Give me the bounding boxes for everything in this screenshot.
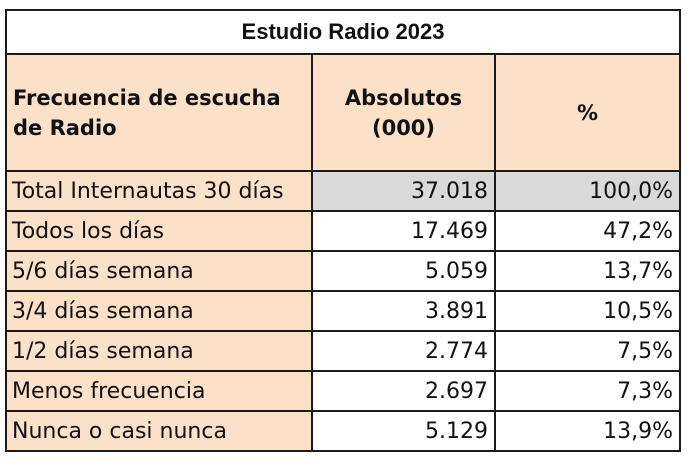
row-label: Todos los días bbox=[5, 210, 313, 252]
row-percent-value: 13,9% bbox=[493, 410, 682, 452]
table-row: Todos los días 17.469 47,2% bbox=[5, 210, 682, 252]
row-absolute-value: 5.059 bbox=[311, 250, 496, 292]
row-percent-value: 7,3% bbox=[493, 370, 682, 412]
row-label: 1/2 días semana bbox=[5, 330, 313, 372]
column-header-absolutes: Absolutos (000) bbox=[311, 53, 496, 172]
row-percent-value: 100,0% bbox=[493, 170, 682, 212]
table-title: Estudio Radio 2023 bbox=[4, 9, 682, 55]
table-row: 1/2 días semana 2.774 7,5% bbox=[5, 330, 682, 372]
radio-study-table: Estudio Radio 2023 Frecuencia de escucha… bbox=[4, 9, 682, 452]
row-label: Menos frecuencia bbox=[5, 370, 313, 412]
table-row: 5/6 días semana 5.059 13,7% bbox=[5, 250, 682, 292]
row-absolute-value: 37.018 bbox=[311, 170, 496, 212]
column-header-frequency: Frecuencia de escucha de Radio bbox=[5, 53, 313, 172]
row-percent-value: 13,7% bbox=[493, 250, 682, 292]
row-label: 5/6 días semana bbox=[5, 250, 313, 292]
column-header-percent: % bbox=[493, 53, 682, 172]
table-row: Nunca o casi nunca 5.129 13,9% bbox=[5, 410, 682, 452]
table-row: 3/4 días semana 3.891 10,5% bbox=[5, 290, 682, 332]
row-label: 3/4 días semana bbox=[5, 290, 313, 332]
row-absolute-value: 17.469 bbox=[311, 210, 496, 252]
table-row: Total Internautas 30 días 37.018 100,0% bbox=[5, 170, 682, 212]
row-absolute-value: 3.891 bbox=[311, 290, 496, 332]
row-absolute-value: 2.774 bbox=[311, 330, 496, 372]
row-percent-value: 47,2% bbox=[493, 210, 682, 252]
row-percent-value: 7,5% bbox=[493, 330, 682, 372]
table-row: Menos frecuencia 2.697 7,3% bbox=[5, 370, 682, 412]
row-absolute-value: 2.697 bbox=[311, 370, 496, 412]
row-label: Total Internautas 30 días bbox=[5, 170, 313, 212]
row-absolute-value: 5.129 bbox=[311, 410, 496, 452]
row-percent-value: 10,5% bbox=[493, 290, 682, 332]
row-label: Nunca o casi nunca bbox=[5, 410, 313, 452]
